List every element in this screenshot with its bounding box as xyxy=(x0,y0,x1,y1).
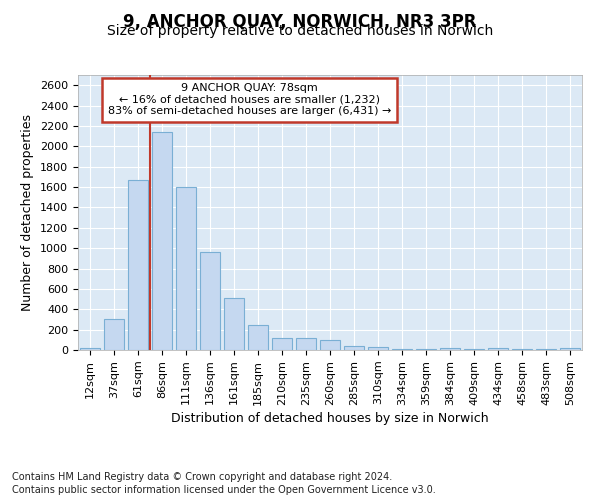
Text: Contains HM Land Registry data © Crown copyright and database right 2024.: Contains HM Land Registry data © Crown c… xyxy=(12,472,392,482)
Bar xyxy=(248,325,268,350)
X-axis label: Distribution of detached houses by size in Norwich: Distribution of detached houses by size … xyxy=(171,412,489,424)
Bar xyxy=(296,338,316,350)
Text: 9, ANCHOR QUAY, NORWICH, NR3 3PR: 9, ANCHOR QUAY, NORWICH, NR3 3PR xyxy=(123,12,477,30)
Bar xyxy=(80,348,100,350)
Y-axis label: Number of detached properties: Number of detached properties xyxy=(22,114,34,311)
Bar xyxy=(392,349,412,350)
Bar xyxy=(176,187,196,350)
Bar xyxy=(152,132,172,350)
Bar xyxy=(344,346,364,350)
Bar xyxy=(224,298,244,350)
Bar xyxy=(560,348,580,350)
Bar xyxy=(128,180,148,350)
Bar xyxy=(440,348,460,350)
Bar xyxy=(200,252,220,350)
Bar xyxy=(320,340,340,350)
Text: Contains public sector information licensed under the Open Government Licence v3: Contains public sector information licen… xyxy=(12,485,436,495)
Bar xyxy=(272,338,292,350)
Text: 9 ANCHOR QUAY: 78sqm
← 16% of detached houses are smaller (1,232)
83% of semi-de: 9 ANCHOR QUAY: 78sqm ← 16% of detached h… xyxy=(107,83,391,116)
Text: Size of property relative to detached houses in Norwich: Size of property relative to detached ho… xyxy=(107,24,493,38)
Bar xyxy=(488,348,508,350)
Bar xyxy=(104,320,124,350)
Bar xyxy=(368,347,388,350)
